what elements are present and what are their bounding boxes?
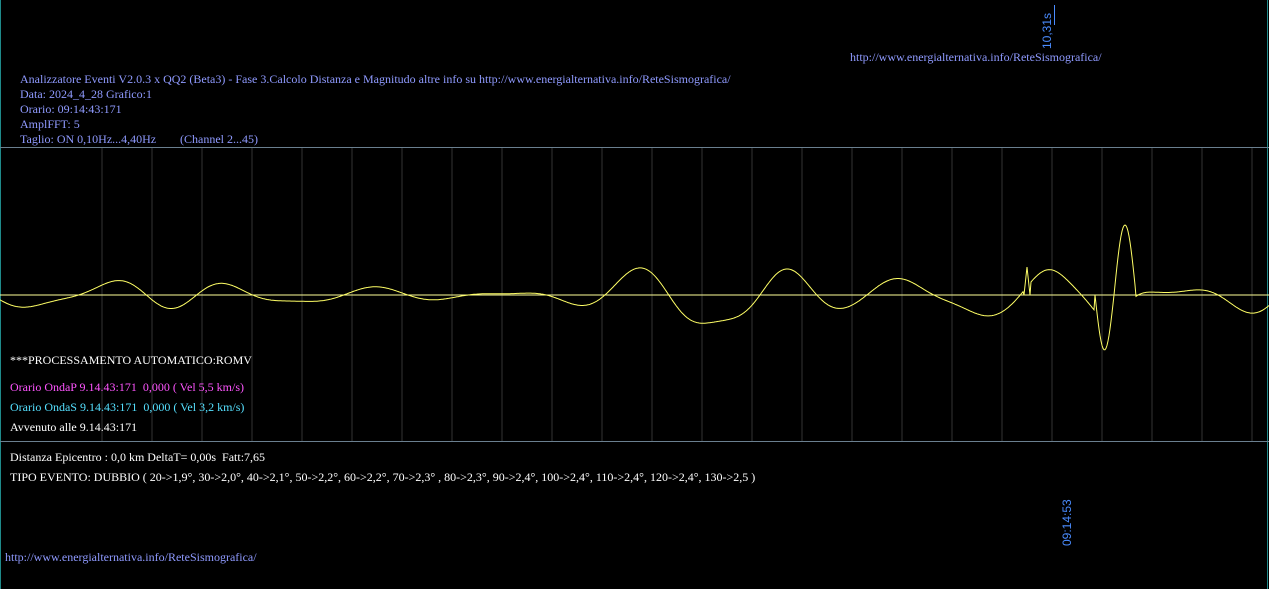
date-line: Data: 2024_4_28 Grafico:1: [20, 87, 152, 101]
plot-top-rule: [0, 147, 1269, 148]
time-scale-marker: [1054, 5, 1055, 25]
onda-p-line: Orario OndaP 9.14.43:171 0,000 ( Vel 5,5…: [10, 380, 244, 394]
amplitude-line: AmplFFT: 5: [20, 117, 80, 131]
seismic-trace: [0, 224, 1269, 351]
bottom-site-link[interactable]: http://www.energialternativa.info/ReteSi…: [5, 550, 257, 564]
event-type-line: TIPO EVENTO: DUBBIO ( 20->1,9°, 30->2,0°…: [10, 470, 756, 484]
top-site-link[interactable]: http://www.energialternativa.info/ReteSi…: [850, 50, 1102, 64]
app-title: Analizzatore Eventi V2.0.3 x QQ2 (Beta3)…: [20, 72, 731, 86]
waveform-plot: [0, 148, 1269, 441]
time-scale-label: 10,31s: [1040, 12, 1054, 49]
processing-status: ***PROCESSAMENTO AUTOMATICO:ROMV: [10, 353, 252, 367]
event-time-line: Avvenuto alle 9.14.43:171: [10, 420, 138, 434]
onda-s-line: Orario OndaS 9.14.43:171 0,000 ( Vel 3,2…: [10, 400, 245, 414]
time-line: Orario: 09:14:43:171: [20, 102, 122, 116]
epicenter-distance-line: Distanza Epicentro : 0,0 km DeltaT= 0,00…: [10, 450, 266, 464]
plot-bottom-rule: [0, 441, 1269, 442]
filter-line: Taglio: ON 0,10Hz...4,40Hz: [20, 132, 157, 146]
channel-line: (Channel 2...45): [180, 132, 258, 146]
end-time-label: 09:14:53: [1060, 499, 1074, 546]
